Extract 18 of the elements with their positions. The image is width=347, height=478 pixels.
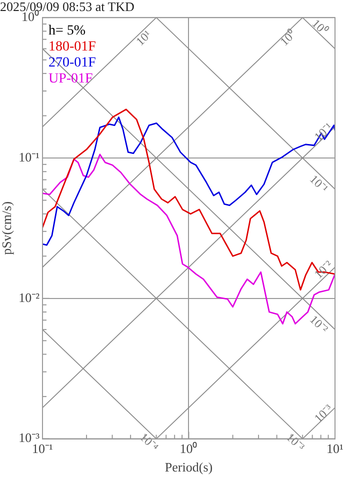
annotation: 10⁻² <box>311 257 336 282</box>
text: 270-01F <box>48 55 96 70</box>
legend-title: h= 5% <box>48 23 86 38</box>
annotation: 10⁰ <box>309 16 330 38</box>
y-tick-label: 10⁻² <box>18 290 40 305</box>
annotation: 10¹ <box>133 27 154 48</box>
text: 180-01F <box>48 39 96 54</box>
annotation: 10⁻¹ <box>307 172 332 196</box>
x-tick-label: 10¹ <box>326 441 344 456</box>
annotation: 10⁰ <box>277 27 298 48</box>
y-tick-label: 10⁻¹ <box>18 149 40 164</box>
annotation: 10⁻¹ <box>311 120 336 144</box>
annotation: 10⁻² <box>307 312 332 336</box>
text: UP-01F <box>48 71 94 86</box>
annotation: 10⁻³ <box>311 401 336 426</box>
x-tick-label: 10⁰ <box>180 441 198 456</box>
y-axis-title: pSv(cm/s) <box>0 201 14 255</box>
x-axis-title: Period(s) <box>164 460 213 475</box>
